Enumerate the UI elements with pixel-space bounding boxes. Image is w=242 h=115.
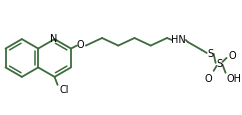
Text: O: O xyxy=(229,50,236,60)
Text: S: S xyxy=(217,58,223,68)
Text: N: N xyxy=(50,34,57,44)
Text: Cl: Cl xyxy=(60,84,69,94)
Text: O: O xyxy=(76,39,84,49)
Text: O: O xyxy=(205,73,212,83)
Text: S: S xyxy=(208,49,214,58)
Text: OH: OH xyxy=(226,73,241,83)
Text: HN: HN xyxy=(172,35,186,45)
